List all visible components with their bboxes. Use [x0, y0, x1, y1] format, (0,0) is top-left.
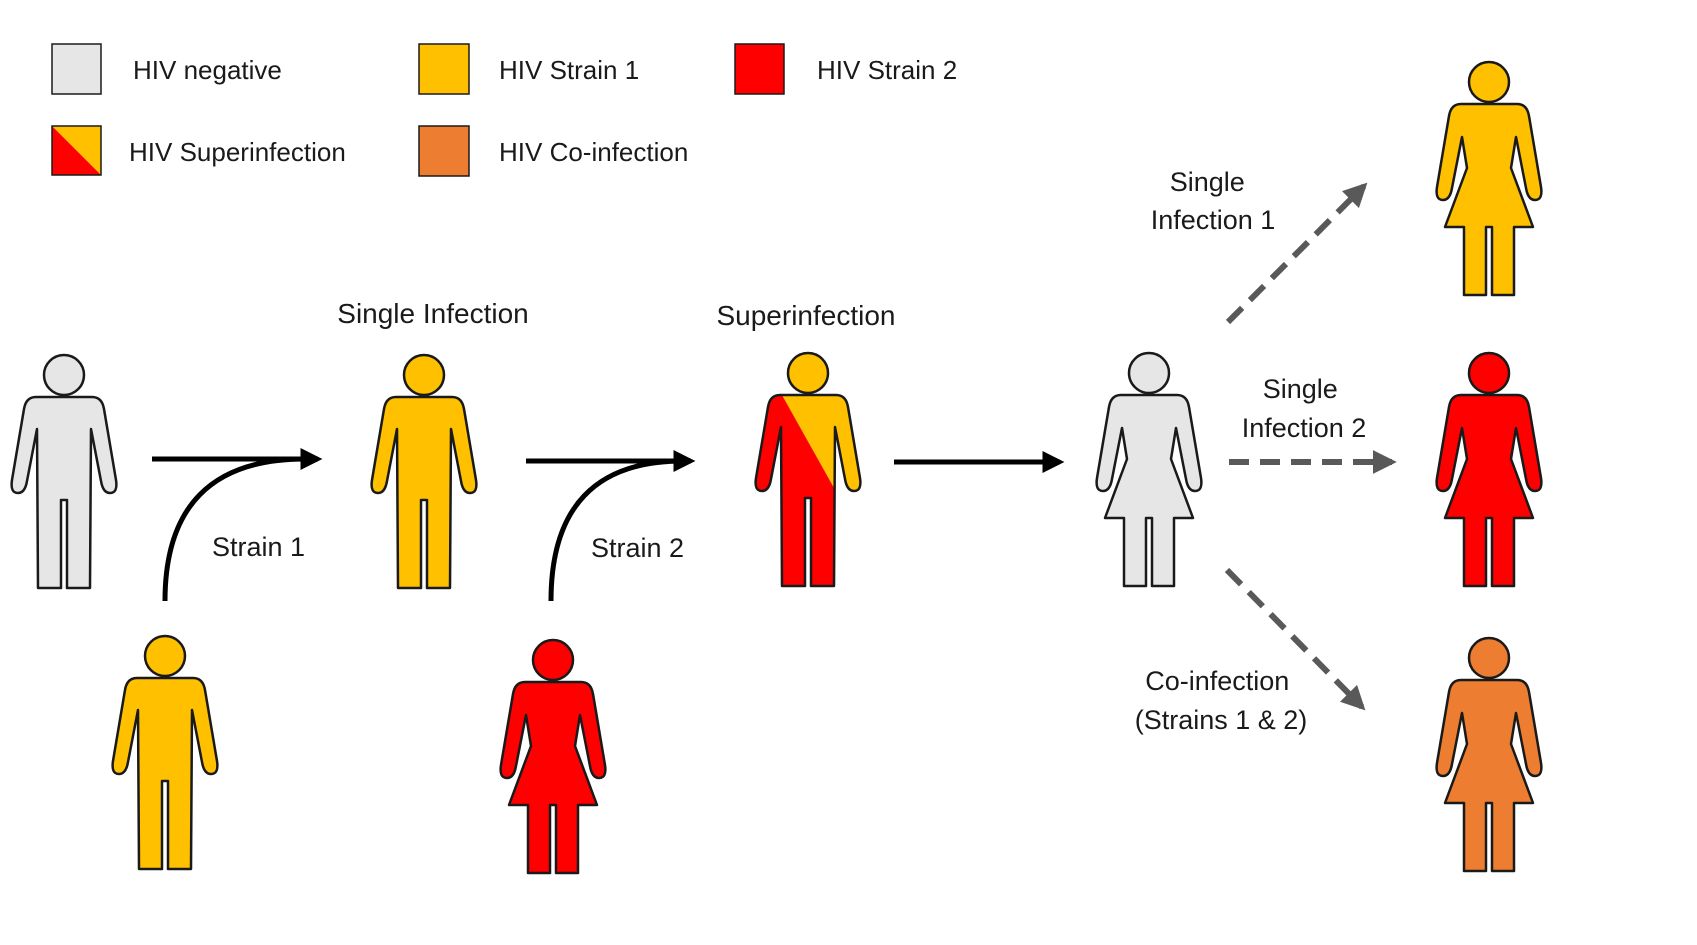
arrow-label-coinfection-line-2: (Strains 1 & 2) — [1135, 705, 1308, 735]
arrow-label-single-infection-1: Single Infection 1 — [1151, 167, 1276, 235]
stage-label-single-infection: Single Infection — [337, 298, 528, 329]
legend-label-coinfection: HIV Co-infection — [499, 137, 688, 167]
legend: HIV negative HIV Strain 1 HIV Strain 2 H… — [51, 43, 957, 177]
male-figure-hiv-negative — [10, 353, 118, 590]
legend-item-superinfection: HIV Superinfection — [51, 125, 346, 176]
arrow-label-single-infection-1-line-2: Infection 1 — [1151, 205, 1276, 235]
female-figure-strain-2-donor — [499, 638, 607, 875]
legend-swatch-hiv-negative — [51, 43, 102, 95]
female-figure-hiv-negative — [1095, 351, 1203, 588]
legend-label-superinfection: HIV Superinfection — [129, 137, 346, 167]
female-figure-strain-1-outcome — [1435, 60, 1543, 297]
male-figure-single-infection — [370, 353, 478, 590]
legend-item-coinfection: HIV Co-infection — [418, 125, 688, 177]
arrow-strain-1-transmission — [152, 447, 323, 602]
arrow-label-single-infection-1-line-1: Single — [1170, 167, 1245, 197]
male-figure-superinfection — [754, 351, 862, 588]
stage-label-superinfection: Superinfection — [716, 300, 895, 331]
legend-swatch-superinfection — [51, 125, 102, 176]
legend-label-strain-1: HIV Strain 1 — [499, 55, 639, 85]
legend-item-hiv-negative: HIV negative — [51, 43, 282, 95]
legend-swatch-coinfection — [418, 125, 470, 177]
female-figure-coinfection-outcome — [1435, 636, 1543, 873]
legend-item-strain-1: HIV Strain 1 — [418, 43, 639, 95]
arrow-outcome-single-infection-1 — [1225, 182, 1368, 325]
arrow-label-coinfection: Co-infection (Strains 1 & 2) — [1135, 666, 1308, 735]
legend-swatch-strain-2 — [734, 43, 785, 95]
arrow-label-strain-1: Strain 1 — [212, 532, 305, 562]
arrow-label-single-infection-2: Single Infection 2 — [1242, 374, 1367, 443]
arrow-label-coinfection-line-1: Co-infection — [1145, 666, 1289, 696]
arrow-strain-2-transmission — [526, 449, 696, 602]
arrow-label-single-infection-2-line-1: Single — [1263, 374, 1338, 404]
arrow-outcome-coinfection — [1224, 567, 1366, 711]
arrow-label-strain-2: Strain 2 — [591, 533, 684, 563]
legend-swatch-strain-1 — [418, 43, 470, 95]
arrow-label-single-infection-2-line-2: Infection 2 — [1242, 413, 1367, 443]
male-figure-strain-1-donor — [111, 634, 219, 871]
legend-label-hiv-negative: HIV negative — [133, 55, 282, 85]
female-figure-strain-2-outcome — [1435, 351, 1543, 588]
legend-item-strain-2: HIV Strain 2 — [734, 43, 957, 95]
legend-label-strain-2: HIV Strain 2 — [817, 55, 957, 85]
